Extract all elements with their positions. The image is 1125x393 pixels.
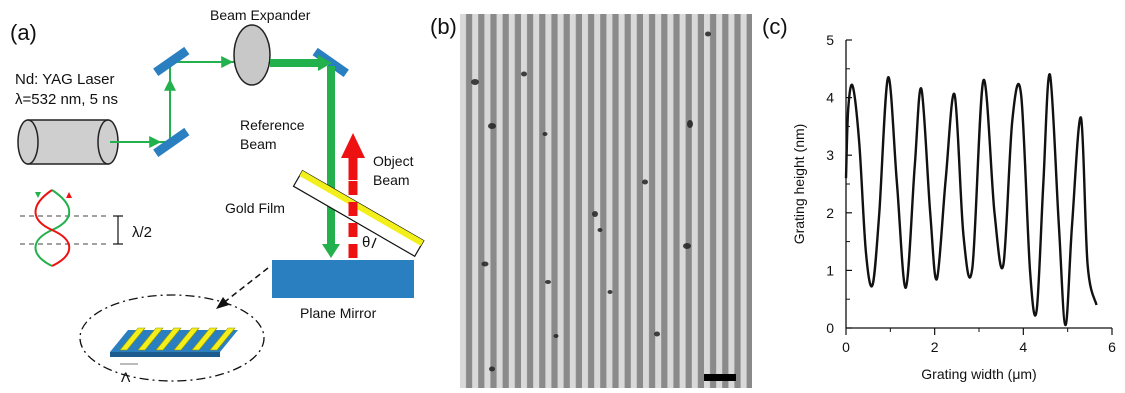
period-label: Λ <box>121 369 131 385</box>
chart-axes <box>845 40 1112 329</box>
grating-ridge <box>137 327 164 351</box>
panel-b-label: (b) <box>430 14 457 39</box>
grating-sample <box>110 327 238 357</box>
grating-ridge <box>173 327 200 351</box>
panel-c-label: (c) <box>762 14 788 39</box>
chart-ticks: 0 1 2 3 4 5 0 2 4 6 <box>826 32 1116 355</box>
scale-bar <box>704 374 736 381</box>
reference-beam-head <box>322 244 340 258</box>
grating-ridge <box>119 327 146 351</box>
theta-arc <box>371 237 377 249</box>
grating-height-chart: 0 1 2 3 4 5 0 2 4 6 Grating width (μm) Grating he… <box>791 32 1116 382</box>
half-wavelength-label: λ/2 <box>132 224 152 241</box>
grating-ridge <box>191 327 218 351</box>
x-tick-label: 6 <box>1108 339 1116 355</box>
y-tick-label: 0 <box>826 320 834 336</box>
laser-cylinder <box>17 119 119 165</box>
y-tick-label: 2 <box>826 205 834 221</box>
grating-ridge <box>155 327 182 351</box>
laser-name: Nd: YAG Laser <box>15 71 115 88</box>
object-beam-label-1: Object <box>373 153 414 169</box>
gold-film-label: Gold Film <box>225 200 285 216</box>
y-tick-label: 1 <box>826 262 834 278</box>
reference-beam-label-1: Reference <box>240 117 305 133</box>
object-beam-label-2: Beam <box>373 172 410 188</box>
grating-inset <box>79 294 265 382</box>
mirror-top-left <box>153 46 190 76</box>
thin-beam-path <box>110 61 240 143</box>
x-axis-label: Grating width (μm) <box>921 366 1036 382</box>
grating-stripes <box>460 14 752 388</box>
panel-c: 0 1 2 3 4 5 0 2 4 6 Grating width (μm) Grating he… <box>770 0 1125 388</box>
grating-image <box>460 14 752 388</box>
y-tick-label: 5 <box>826 32 834 48</box>
image-defects <box>471 31 711 372</box>
theta-label: θ <box>362 234 370 251</box>
panel-a: (a) Nd: YAG Laser λ=532 nm, 5 ns Beam Ex… <box>0 0 432 388</box>
plane-mirror-label: Plane Mirror <box>300 305 377 321</box>
expanded-beam-head <box>318 55 332 71</box>
gold-film-slide <box>292 169 425 258</box>
x-tick-label: 2 <box>931 339 939 355</box>
beam-expander-lens <box>233 24 271 86</box>
mirror-bottom-left <box>153 127 190 157</box>
y-axis-label: Grating height (nm) <box>791 124 807 245</box>
panel-a-label: (a) <box>10 20 37 45</box>
laser-params: λ=532 nm, 5 ns <box>15 91 118 108</box>
zoom-pointer <box>221 267 269 305</box>
y-tick-label: 4 <box>826 90 834 106</box>
series-line-grating-profile <box>844 73 1098 327</box>
reference-beam-label-2: Beam <box>240 136 277 152</box>
x-tick-label: 0 <box>842 339 850 355</box>
plane-mirror <box>272 260 414 298</box>
grating-ridge <box>209 327 236 351</box>
zoom-pointer-head <box>216 297 229 309</box>
standing-wave-sketch <box>20 189 123 267</box>
x-tick-label: 4 <box>1019 339 1027 355</box>
beam-expander-label: Beam Expander <box>210 7 311 23</box>
y-tick-label: 3 <box>826 147 834 163</box>
object-beam-head <box>341 133 365 158</box>
panel-b <box>460 14 752 388</box>
setup-diagram: (a) Nd: YAG Laser λ=532 nm, 5 ns Beam Ex… <box>10 7 425 385</box>
